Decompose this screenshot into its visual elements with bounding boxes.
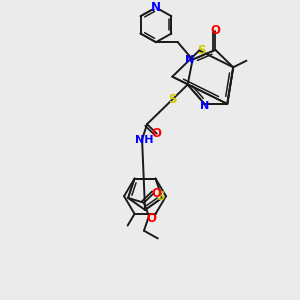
Text: N: N <box>185 55 194 64</box>
Text: S: S <box>169 93 177 106</box>
Text: N: N <box>151 1 161 14</box>
Text: N: N <box>200 101 209 111</box>
Text: S: S <box>156 190 164 202</box>
Text: O: O <box>210 24 220 37</box>
Text: O: O <box>147 212 157 225</box>
Text: S: S <box>197 44 206 57</box>
Text: NH: NH <box>135 135 153 145</box>
Text: O: O <box>152 127 162 140</box>
Text: O: O <box>152 187 162 200</box>
